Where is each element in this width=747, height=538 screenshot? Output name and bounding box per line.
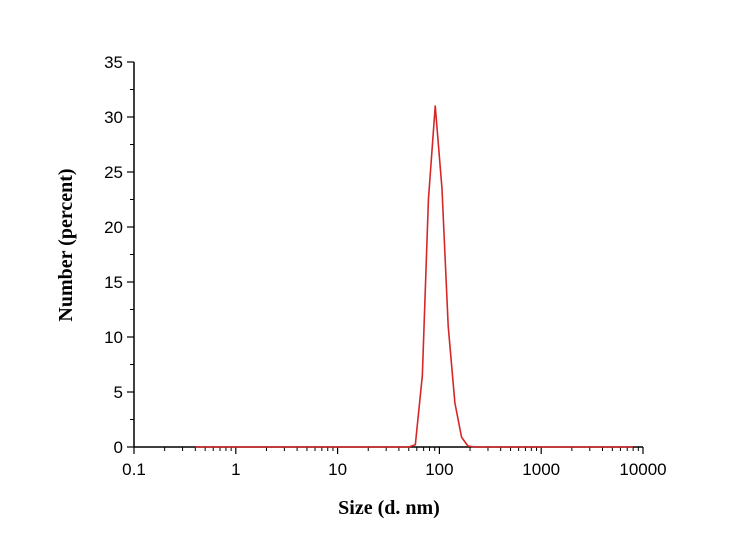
x-axis-title: Size (d. nm) <box>338 497 440 519</box>
x-tick-label: 0.1 <box>122 460 146 479</box>
y-tick-label: 35 <box>104 53 123 72</box>
y-tick-label: 20 <box>104 218 123 237</box>
y-tick-label: 0 <box>114 438 123 457</box>
x-tick-label: 10000 <box>619 460 666 479</box>
y-tick-label: 5 <box>114 383 123 402</box>
y-axis-title: Number (percent) <box>55 168 77 321</box>
axis-ticks <box>127 61 644 454</box>
x-tick-label: 1000 <box>522 460 560 479</box>
y-tick-label: 15 <box>104 273 123 292</box>
y-tick-label: 25 <box>104 163 123 182</box>
series-line-1 <box>195 105 634 448</box>
x-tick-label: 10 <box>328 460 347 479</box>
series-group <box>195 105 634 448</box>
x-tick-label: 1 <box>231 460 240 479</box>
plot-area: 0 5 10 15 20 25 30 35 0.1 1 10 100 1000 10000 <box>104 53 667 479</box>
tick-labels: 0 5 10 15 20 25 30 35 0.1 1 10 100 1000 10000 <box>104 53 667 479</box>
y-tick-label: 10 <box>104 328 123 347</box>
x-tick-label: 100 <box>425 460 453 479</box>
y-tick-label: 30 <box>104 108 123 127</box>
